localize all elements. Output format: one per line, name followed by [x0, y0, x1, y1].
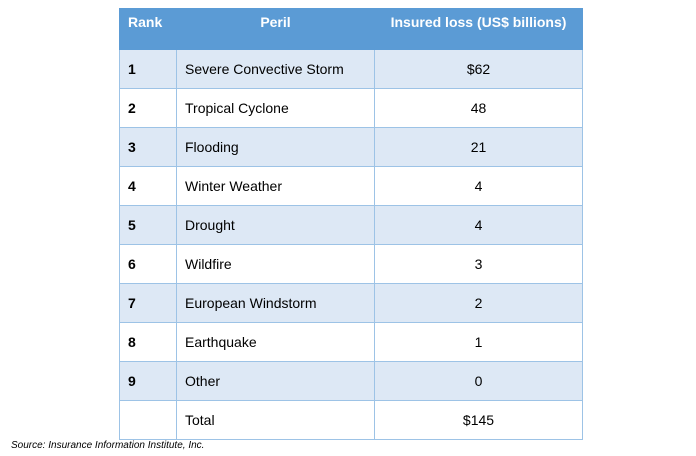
table-row: 4 Winter Weather 4 [119, 166, 583, 206]
total-loss-cell: $145 [374, 400, 583, 440]
rank-cell: 2 [119, 88, 177, 128]
header-rank-label: Rank [128, 14, 163, 30]
loss-cell: $62 [374, 49, 583, 89]
header-insured-loss: Insured loss (US$ billions) [374, 8, 583, 50]
rank-cell: 7 [119, 283, 177, 323]
table-row: 9 Other 0 [119, 361, 583, 401]
loss-cell: 0 [374, 361, 583, 401]
rank-cell: 4 [119, 166, 177, 206]
header-rank: Rank [119, 8, 177, 50]
table-row: 3 Flooding 21 [119, 127, 583, 167]
table-row: 7 European Windstorm 2 [119, 283, 583, 323]
peril-cell: European Windstorm [176, 283, 375, 323]
loss-cell: 1 [374, 322, 583, 362]
rank-cell: 5 [119, 205, 177, 245]
insured-loss-table: Rank Peril Insured loss (US$ billions) 1… [119, 8, 583, 440]
rank-cell: 9 [119, 361, 177, 401]
rank-cell: 8 [119, 322, 177, 362]
loss-cell: 4 [374, 205, 583, 245]
peril-cell: Drought [176, 205, 375, 245]
insured-loss-table-container: Rank Peril Insured loss (US$ billions) 1… [119, 8, 583, 440]
header-row: Rank Peril Insured loss (US$ billions) [119, 8, 583, 50]
peril-cell: Flooding [176, 127, 375, 167]
peril-cell: Wildfire [176, 244, 375, 284]
peril-cell: Earthquake [176, 322, 375, 362]
peril-cell: Winter Weather [176, 166, 375, 206]
table-body: 1 Severe Convective Storm $62 2 Tropical… [119, 49, 583, 440]
peril-cell: Tropical Cyclone [176, 88, 375, 128]
total-row: Total $145 [119, 400, 583, 440]
header-peril: Peril [176, 8, 375, 50]
loss-cell: 3 [374, 244, 583, 284]
loss-cell: 4 [374, 166, 583, 206]
loss-cell: 2 [374, 283, 583, 323]
table-row: 8 Earthquake 1 [119, 322, 583, 362]
table-row: 2 Tropical Cyclone 48 [119, 88, 583, 128]
source-note: Source: Insurance Information Institute,… [11, 440, 205, 451]
rank-cell: 1 [119, 49, 177, 89]
loss-cell: 48 [374, 88, 583, 128]
peril-cell: Other [176, 361, 375, 401]
peril-cell: Severe Convective Storm [176, 49, 375, 89]
table-header: Rank Peril Insured loss (US$ billions) [119, 8, 583, 50]
header-peril-label: Peril [260, 14, 291, 30]
header-insured-loss-label: Insured loss (US$ billions) [390, 14, 567, 30]
rank-cell [119, 400, 177, 440]
rank-cell: 3 [119, 127, 177, 167]
loss-cell: 21 [374, 127, 583, 167]
table-row: 5 Drought 4 [119, 205, 583, 245]
rank-cell: 6 [119, 244, 177, 284]
table-row: 1 Severe Convective Storm $62 [119, 49, 583, 89]
total-label-cell: Total [176, 400, 375, 440]
table-row: 6 Wildfire 3 [119, 244, 583, 284]
